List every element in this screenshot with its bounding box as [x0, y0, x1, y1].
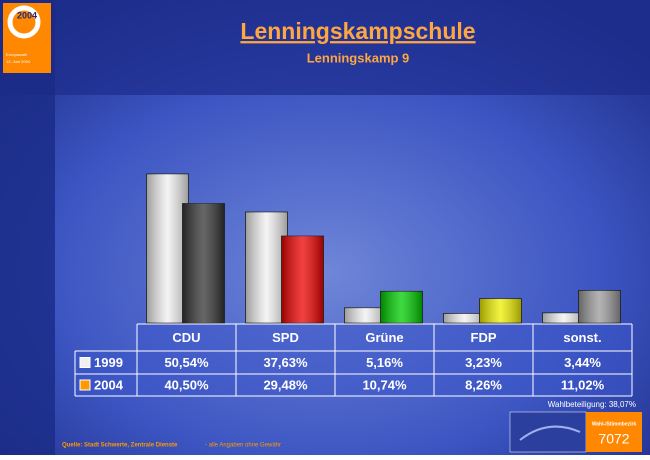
- data-table: CDU 50,54% 40,50% SPD 37,63% 29,48% Grüne 5,16%…: [75, 324, 632, 396]
- value-label: 8,26%: [465, 377, 502, 392]
- district-image: [510, 412, 586, 452]
- chart-subtitle: Lenningskamp 9: [307, 50, 410, 65]
- bar-shade: [183, 204, 225, 323]
- source-note: - alle Angaben ohne Gewähr: [205, 443, 281, 449]
- page: {"logo": {"year": "2004", "caption": "Eu…: [0, 0, 650, 455]
- turnout: Wahlbeteiligung: 38,07%: [548, 400, 636, 409]
- bar-shade: [579, 290, 621, 323]
- logo-year: 2004: [17, 10, 37, 20]
- logo-caption: Europawahl: [6, 52, 27, 57]
- value-label: 5,16%: [366, 355, 403, 370]
- value-label: 10,74%: [362, 377, 407, 392]
- value-label: 3,23%: [465, 355, 502, 370]
- category-label: SPD: [272, 330, 299, 345]
- legend-swatch: [80, 358, 90, 368]
- legend-label: 2004: [94, 377, 124, 392]
- chart-title: Lenningskampschule: [240, 18, 475, 44]
- bar-shade: [381, 291, 423, 323]
- category-label: CDU: [172, 330, 200, 345]
- bar-shade: [480, 299, 522, 323]
- slide: 2004 Europawahl 13. Juni 2004 Lenningska…: [0, 0, 650, 455]
- value-label: 11,02%: [561, 377, 605, 392]
- source: Quelle: Stadt Schwerte, Zentrale Dienste: [62, 443, 178, 449]
- value-label: 37,63%: [263, 355, 308, 370]
- district-number: 7072: [598, 431, 629, 447]
- value-label: 50,54%: [164, 355, 209, 370]
- logo-date: 13. Juni 2004: [6, 59, 31, 64]
- value-label: 3,44%: [564, 355, 601, 370]
- category-label: Grüne: [365, 330, 403, 345]
- legend-label: 1999: [94, 355, 123, 370]
- value-label: 29,48%: [263, 377, 308, 392]
- value-label: 40,50%: [164, 377, 209, 392]
- bar-shade: [282, 236, 324, 323]
- logo: 2004 Europawahl 13. Juni 2004: [3, 3, 51, 73]
- district-label: Wahl-/Stimmbezirk: [592, 421, 637, 427]
- category-label: sonst.: [563, 330, 601, 345]
- legend-swatch: [80, 380, 90, 390]
- header-band: [0, 0, 650, 95]
- category-label: FDP: [471, 330, 497, 345]
